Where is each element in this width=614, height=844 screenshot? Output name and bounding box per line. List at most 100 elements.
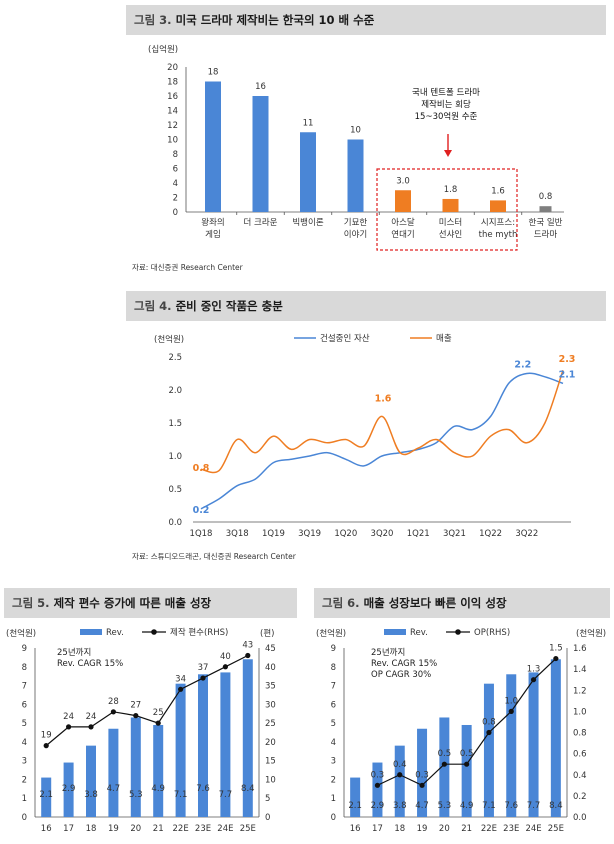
line-marker bbox=[508, 708, 514, 714]
legend-label-sales: 매출 bbox=[436, 333, 452, 344]
bar-value-label: 4.9 bbox=[151, 784, 165, 794]
figure-6-number: 그림 6. bbox=[322, 596, 360, 610]
sales-end-label: 2.3 bbox=[559, 354, 576, 365]
x-tick-label: 1Q19 bbox=[262, 529, 285, 539]
y-left-tick-label: 5 bbox=[22, 719, 27, 729]
line-marker bbox=[110, 709, 116, 715]
y-tick-label: 0.5 bbox=[168, 485, 182, 495]
figure-5-header: 그림 5. 제작 편수 증가에 따른 매출 성장 bbox=[4, 588, 297, 618]
x-category-label: 더 크라운 bbox=[244, 218, 278, 228]
line-marker bbox=[43, 743, 49, 749]
x-category-label: 드라마 bbox=[534, 230, 558, 240]
bar bbox=[490, 200, 506, 212]
line-marker bbox=[419, 782, 425, 788]
legend-line-label: OP(RHS) bbox=[474, 628, 510, 638]
series-line-sales bbox=[200, 369, 564, 474]
line-series bbox=[45, 654, 249, 747]
bar bbox=[108, 728, 119, 817]
bar bbox=[483, 683, 494, 817]
line-marker bbox=[441, 761, 447, 767]
y-tick-label: 14 bbox=[167, 107, 178, 117]
figure-3-number: 그림 3. bbox=[134, 13, 172, 27]
annotation-text: 국내 텐트폴 드라마 bbox=[412, 87, 480, 98]
bar bbox=[153, 724, 164, 817]
legend-line-marker bbox=[455, 629, 461, 635]
figure-6-combo-chart: (천억원) (천억원) Rev. OP(RHS) 0 1 2 3 4 5 6 7 8 9 0.0 0.2 0.4… bbox=[316, 628, 606, 834]
series-line-asset bbox=[200, 372, 564, 510]
cagr-note-text: 25년까지 bbox=[57, 647, 91, 658]
y-tick-label: 4 bbox=[173, 179, 178, 189]
line-value-label: 19 bbox=[41, 731, 52, 741]
bar bbox=[417, 728, 428, 817]
bar-value-label: 2.9 bbox=[62, 784, 76, 794]
y-tick-label: 6 bbox=[173, 165, 178, 175]
annotation-text: 제작비는 회당 bbox=[421, 99, 471, 110]
bar bbox=[63, 762, 74, 817]
bar-value-label: 2.1 bbox=[348, 801, 362, 811]
y-tick-label: 20 bbox=[167, 63, 178, 73]
y-right-tick-label: 1.2 bbox=[573, 686, 587, 696]
y-left-unit-label: (천억원) bbox=[316, 628, 346, 639]
bar-value-label: 10 bbox=[350, 126, 361, 136]
x-category-label: 미스터 bbox=[439, 218, 462, 228]
bar bbox=[41, 777, 52, 817]
y-right-unit-label: (천억원) bbox=[576, 628, 606, 639]
x-category-label: 17 bbox=[372, 824, 383, 834]
figure-4-line-chart: (천억원) 0.0 0.5 1.0 1.5 2.0 2.5 1Q18 3Q18 1Q19 3Q19 1… bbox=[154, 333, 576, 539]
y-right-tick-label: 0.6 bbox=[573, 750, 587, 760]
figure-3-title: 미국 드라마 제작비는 한국의 10 배 수준 bbox=[175, 13, 375, 27]
y-tick-label: 16 bbox=[167, 92, 178, 102]
bar bbox=[350, 777, 361, 817]
x-category-label: 시지프스: bbox=[481, 218, 515, 228]
bar bbox=[442, 198, 459, 212]
bar-value-label: 7.6 bbox=[504, 801, 518, 811]
sales-peak-label: 1.6 bbox=[375, 393, 392, 404]
line-marker bbox=[66, 724, 72, 730]
bar-value-label: 7.1 bbox=[482, 801, 496, 811]
line-marker bbox=[155, 720, 161, 726]
x-category-label: 24E bbox=[525, 824, 541, 834]
legend-label-asset: 건설중인 자산 bbox=[320, 333, 370, 344]
y-left-tick-label: 9 bbox=[331, 644, 336, 654]
figure-6-header: 그림 6. 매출 성장보다 빠른 이익 성장 bbox=[314, 588, 610, 618]
bar-value-label: 4.9 bbox=[460, 801, 474, 811]
line-marker bbox=[200, 675, 206, 681]
x-category-label: 22E bbox=[481, 824, 497, 834]
cagr-note-text: OP CAGR 30% bbox=[371, 670, 431, 680]
y-tick-label: 12 bbox=[167, 121, 178, 131]
bar-value-label: 2.9 bbox=[371, 801, 385, 811]
cagr-note-text: 25년까지 bbox=[371, 647, 405, 658]
y-right-tick-label: 0.0 bbox=[573, 813, 587, 823]
y-left-tick-label: 8 bbox=[22, 663, 27, 673]
bar bbox=[461, 724, 472, 817]
legend-bar-swatch bbox=[80, 629, 102, 635]
bar bbox=[528, 672, 539, 817]
bar bbox=[252, 96, 269, 212]
figure-3-source: 자료: 대신증권 Research Center bbox=[132, 263, 243, 272]
bar-value-label: 4.7 bbox=[415, 801, 429, 811]
x-category-label: 빅뱅이론 bbox=[292, 217, 323, 228]
line-value-label: 24 bbox=[86, 712, 97, 722]
x-tick-label: 1Q21 bbox=[407, 529, 430, 539]
bar-value-label: 8.4 bbox=[549, 801, 563, 811]
bar bbox=[242, 659, 253, 817]
figure-5-combo-chart: (천억원) (편)Rev. 제작 편수(RHS)012345678905101520… bbox=[6, 627, 276, 834]
bar-value-label: 3.8 bbox=[84, 790, 98, 800]
x-tick-label: 3Q18 bbox=[226, 529, 249, 539]
line-marker bbox=[486, 729, 492, 736]
line-value-label: 0.3 bbox=[371, 770, 385, 780]
line-value-label: 40 bbox=[220, 652, 231, 662]
line-marker bbox=[464, 761, 470, 767]
legend-bar-label: Rev. bbox=[410, 628, 428, 638]
line-value-label: 1.3 bbox=[527, 665, 541, 675]
line-value-label: 43 bbox=[242, 641, 253, 651]
bar-value-label: 7.7 bbox=[219, 790, 233, 800]
cagr-note-text: Rev. CAGR 15% bbox=[371, 659, 437, 669]
y-right-tick-label: 35 bbox=[265, 682, 276, 692]
y-left-tick-label: 8 bbox=[331, 663, 336, 673]
bar-value-label: 7.7 bbox=[527, 801, 541, 811]
y-left-tick-label: 2 bbox=[22, 775, 27, 785]
x-tick-label: 1Q22 bbox=[479, 529, 502, 539]
x-category-label: 연대기 bbox=[391, 230, 414, 240]
